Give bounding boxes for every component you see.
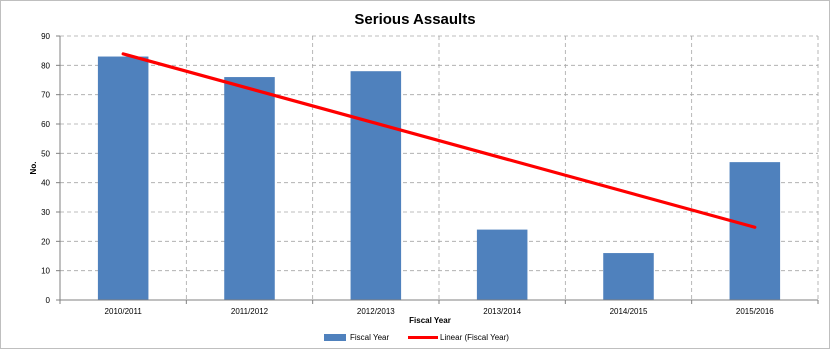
- bar: [603, 253, 654, 300]
- trendline: [121, 52, 757, 229]
- x-tick-label: 2011/2012: [231, 307, 269, 316]
- x-tick-label: 2010/2011: [105, 307, 143, 316]
- x-tick-label: 2014/2015: [610, 307, 648, 316]
- y-tick-label: 30: [41, 208, 50, 217]
- bars: [97, 56, 781, 301]
- y-tick-label: 50: [41, 149, 50, 158]
- legend: Fiscal Year Linear (Fiscal Year): [324, 333, 509, 342]
- x-tick-label: 2012/2013: [357, 307, 395, 316]
- y-tick-label: 60: [41, 120, 50, 129]
- bar: [97, 56, 149, 301]
- bar: [350, 71, 402, 300]
- y-axis-title: No.: [29, 162, 38, 175]
- y-tick-labels: 0 10 20 30 40 50 60 70 80 90: [41, 32, 50, 305]
- bar: [224, 77, 275, 300]
- y-tick-label: 40: [41, 179, 50, 188]
- y-tick-label: 90: [41, 32, 50, 41]
- y-tick-label: 10: [41, 267, 50, 276]
- y-tick-label: 20: [41, 237, 50, 246]
- y-tick-label: 80: [41, 61, 50, 70]
- x-axis-title: Fiscal Year: [409, 316, 451, 325]
- chart-title: Serious Assaults: [354, 11, 475, 28]
- trendline-line: [121, 52, 757, 229]
- y-tick-label: 0: [46, 296, 51, 305]
- axes: [56, 35, 819, 304]
- bar: [476, 229, 528, 300]
- x-tick-label: 2013/2014: [483, 307, 521, 316]
- legend-label: Linear (Fiscal Year): [440, 333, 509, 342]
- y-tick-label: 70: [41, 91, 50, 100]
- x-tick-labels: 2010/2011 2011/2012 2012/2013 2013/2014 2014…: [105, 307, 775, 316]
- bar: [729, 162, 781, 300]
- legend-swatch-bar: [324, 334, 346, 341]
- legend-label: Fiscal Year: [350, 333, 389, 342]
- x-tick-label: 2015/2016: [736, 307, 774, 316]
- gridlines: [60, 35, 819, 300]
